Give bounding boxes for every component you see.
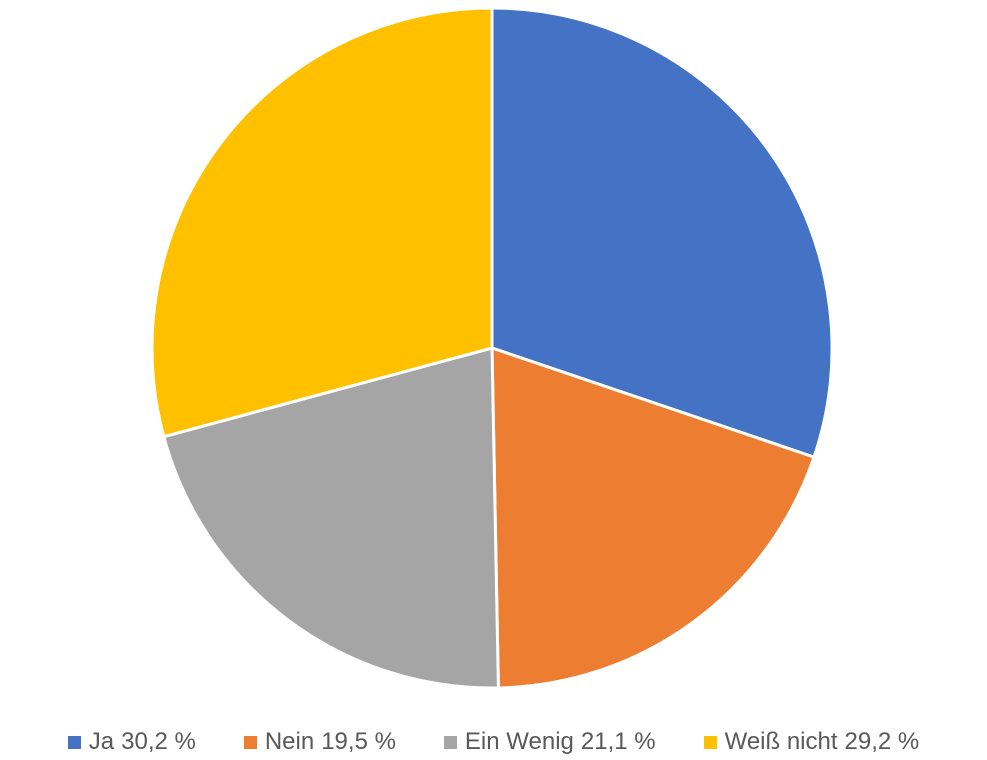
legend-swatch — [67, 735, 81, 749]
legend: Ja 30,2 % Nein 19,5 % Ein Wenig 21,1 % Weiß ni… — [0, 724, 987, 760]
legend-value: 19,5 % — [321, 728, 396, 755]
legend-swatch — [443, 735, 457, 749]
legend-entry: Ein Wenig 21,1 % — [443, 728, 656, 756]
legend-value: 30,2 % — [121, 728, 196, 755]
legend-value: 21,1 % — [580, 728, 656, 755]
legend-label: Ja — [88, 728, 115, 755]
legend-label: Nein — [264, 728, 315, 755]
legend-label: Ein Wenig — [464, 728, 574, 755]
legend-value: 29,2 % — [844, 728, 920, 755]
legend-swatch — [243, 735, 257, 749]
pie-slice — [490, 6, 834, 459]
pie-slice — [490, 346, 816, 690]
legend-entry: Nein 19,5 % — [243, 728, 396, 756]
pie-slice — [150, 6, 494, 439]
legend-label: Weiß nicht — [724, 728, 838, 755]
pie-slice — [162, 346, 500, 690]
legend-entry: Ja 30,2 % — [67, 728, 196, 756]
legend-swatch — [703, 735, 717, 749]
legend-entry: Weiß nicht 29,2 % — [703, 728, 920, 756]
chart — [150, 6, 834, 690]
